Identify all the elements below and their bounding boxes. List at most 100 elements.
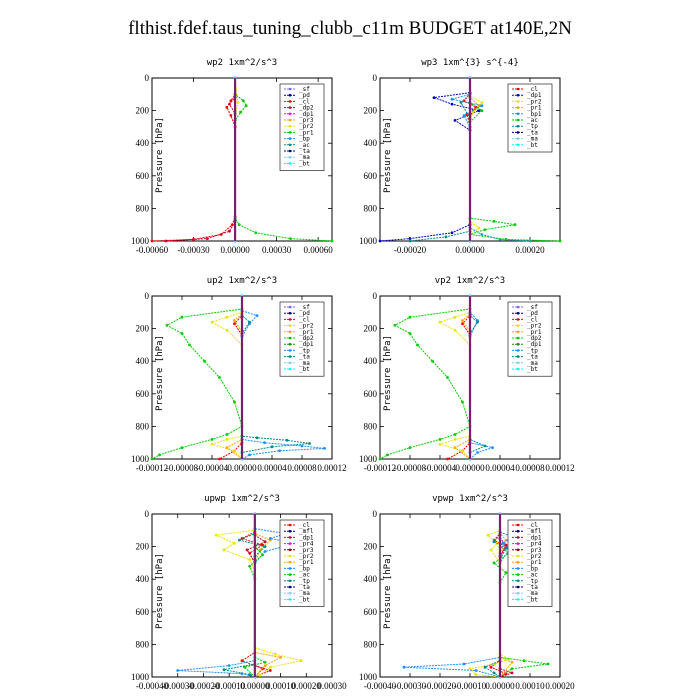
series-point bbox=[480, 233, 484, 236]
series-dp2 bbox=[164, 76, 237, 243]
series-point bbox=[164, 239, 168, 243]
x-tick-label: -0.00010 bbox=[213, 681, 246, 691]
series-line bbox=[246, 514, 272, 678]
series-point bbox=[233, 319, 236, 322]
series-point bbox=[480, 104, 484, 108]
legend-marker bbox=[516, 560, 520, 564]
series-point bbox=[180, 446, 184, 449]
legend-label: _ma bbox=[299, 154, 310, 161]
legend-label: _dp2 bbox=[299, 105, 314, 112]
legend-marker bbox=[516, 112, 520, 116]
series-dp1 bbox=[245, 512, 272, 679]
y-tick-label: 400 bbox=[136, 138, 150, 148]
y-tick-label: 0 bbox=[145, 291, 150, 301]
x-tick-label: -0.00008 bbox=[394, 463, 427, 473]
series-point bbox=[240, 659, 244, 663]
x-tick-label: 0.00020 bbox=[515, 245, 545, 255]
series-point bbox=[225, 433, 229, 436]
series-point bbox=[462, 114, 466, 117]
legend-label: _pr2 bbox=[299, 123, 314, 130]
series-point bbox=[158, 453, 161, 457]
series-line bbox=[165, 78, 236, 242]
series-point bbox=[289, 237, 292, 241]
series-point bbox=[206, 237, 209, 241]
x-tick-label: 0.00004 bbox=[485, 463, 515, 473]
x-tick-label: -0.00004 bbox=[196, 463, 229, 473]
legend-label: _tp bbox=[299, 578, 310, 585]
series-point bbox=[453, 119, 457, 122]
y-tick-label: 400 bbox=[364, 356, 378, 366]
series-line bbox=[489, 514, 508, 678]
legend-label: _ta bbox=[299, 584, 310, 591]
y-tick-label: 800 bbox=[136, 203, 150, 213]
legend-label: _pr3 bbox=[299, 547, 314, 554]
series-point bbox=[248, 453, 251, 457]
legend-label: _ta bbox=[527, 354, 538, 361]
series-point bbox=[188, 343, 191, 347]
series-point bbox=[263, 540, 267, 544]
legend-marker bbox=[288, 162, 292, 165]
series-point bbox=[300, 444, 304, 448]
series-point bbox=[483, 665, 487, 669]
legend-marker bbox=[288, 523, 292, 527]
series-point bbox=[492, 561, 496, 565]
legend-label: _tp bbox=[299, 347, 310, 354]
legend-label: _pr1 bbox=[527, 559, 542, 566]
legend-label: _ma bbox=[527, 590, 538, 597]
legend-marker bbox=[288, 536, 292, 539]
legend-marker bbox=[516, 118, 520, 122]
legend-marker bbox=[516, 598, 520, 601]
legend-label: _bp bbox=[299, 565, 310, 572]
series-point bbox=[244, 104, 248, 108]
y-tick-label: 600 bbox=[364, 171, 378, 181]
series-point bbox=[558, 239, 562, 243]
series-point bbox=[513, 223, 517, 227]
series-point bbox=[491, 446, 494, 449]
series-point bbox=[237, 223, 241, 227]
legend-marker bbox=[516, 137, 520, 140]
legend-label: _dp1 bbox=[527, 341, 542, 348]
series-point bbox=[263, 660, 267, 664]
series-point bbox=[274, 652, 277, 656]
y-tick-label: 800 bbox=[364, 421, 378, 431]
legend-marker bbox=[288, 579, 292, 583]
legend-marker bbox=[516, 579, 520, 583]
legend-marker bbox=[288, 598, 292, 601]
series-point bbox=[285, 438, 289, 442]
series-point bbox=[462, 662, 466, 666]
legend-label: _ta bbox=[527, 584, 538, 591]
wp3-panel: wp3 1xm^{3} s^{-4} Pressure [hPa] 0 200 40… bbox=[358, 58, 588, 255]
x-tick-label: -0.00040 bbox=[364, 681, 397, 691]
vp2-plot: 0 200 400 600 800 1000-0.00012-0.00008-0.0000… bbox=[359, 291, 575, 473]
series-line bbox=[468, 514, 511, 678]
y-tick-label: 400 bbox=[136, 356, 150, 366]
legend-marker bbox=[288, 311, 292, 315]
x-tick-label: -0.00030 bbox=[177, 245, 210, 255]
series-line bbox=[469, 78, 483, 241]
series-point bbox=[225, 438, 229, 441]
legend-marker bbox=[288, 542, 292, 545]
legend-label: _ma bbox=[299, 360, 310, 367]
series-point bbox=[150, 239, 154, 243]
series-point bbox=[218, 376, 221, 379]
series-line bbox=[219, 296, 243, 460]
x-tick-label: 0.00030 bbox=[317, 681, 347, 691]
series-point bbox=[330, 239, 334, 243]
series-tp bbox=[468, 294, 495, 461]
x-tick-label: 0.00012 bbox=[317, 463, 346, 473]
legend-label: _pr2 bbox=[299, 553, 314, 560]
legend-marker bbox=[516, 336, 520, 340]
series-point bbox=[432, 96, 436, 99]
x-tick-label: 0.00000 bbox=[227, 463, 257, 473]
series-point bbox=[453, 438, 457, 441]
legend-marker bbox=[288, 149, 292, 153]
vpwp-plot: 0 200 400 600 800 1000-0.00040-0.00030-0.0002… bbox=[359, 509, 575, 691]
x-tick-label: -0.00060 bbox=[136, 245, 169, 255]
legend-label: _dp2 bbox=[299, 335, 314, 342]
series-point bbox=[258, 548, 262, 552]
y-tick-label: 1000 bbox=[359, 236, 378, 246]
legend-marker bbox=[516, 529, 520, 533]
series-point bbox=[450, 97, 454, 101]
series-point bbox=[510, 671, 514, 675]
series-point bbox=[468, 667, 472, 671]
